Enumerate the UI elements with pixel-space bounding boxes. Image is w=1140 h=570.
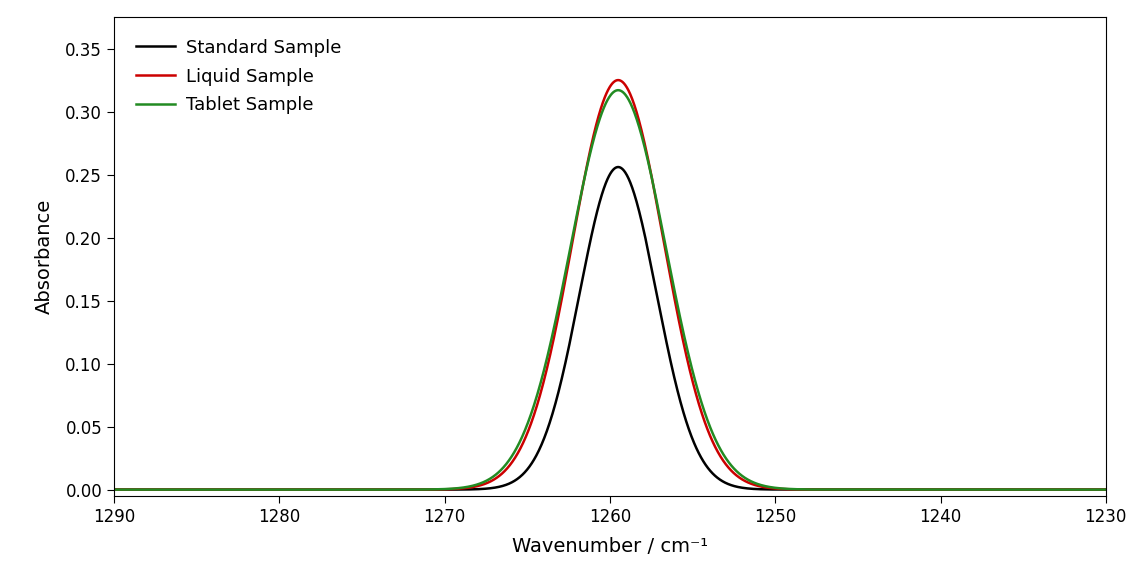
Legend: Standard Sample, Liquid Sample, Tablet Sample: Standard Sample, Liquid Sample, Tablet S… bbox=[129, 31, 349, 121]
Tablet Sample bbox=[676, 325, 690, 332]
Y-axis label: Absorbance: Absorbance bbox=[35, 199, 55, 314]
Liquid Sample bbox=[676, 335, 690, 341]
Line: Tablet Sample: Tablet Sample bbox=[114, 90, 1106, 490]
Liquid Sample bbox=[718, 461, 732, 467]
Tablet Sample bbox=[127, 486, 140, 493]
Standard Sample bbox=[718, 479, 732, 486]
Liquid Sample bbox=[1099, 486, 1113, 493]
Standard Sample bbox=[127, 486, 140, 493]
Standard Sample bbox=[1099, 486, 1113, 493]
Standard Sample bbox=[611, 164, 625, 170]
Standard Sample bbox=[986, 486, 1000, 493]
Liquid Sample bbox=[927, 486, 940, 493]
Standard Sample bbox=[107, 486, 121, 493]
X-axis label: Wavenumber / cm⁻¹: Wavenumber / cm⁻¹ bbox=[512, 537, 708, 556]
Tablet Sample bbox=[1099, 486, 1113, 493]
Line: Liquid Sample: Liquid Sample bbox=[114, 80, 1106, 490]
Liquid Sample bbox=[986, 486, 1000, 493]
Liquid Sample bbox=[127, 486, 140, 493]
Tablet Sample bbox=[927, 486, 940, 493]
Line: Standard Sample: Standard Sample bbox=[114, 167, 1106, 490]
Standard Sample bbox=[927, 486, 940, 493]
Standard Sample bbox=[676, 406, 690, 413]
Tablet Sample bbox=[718, 454, 732, 461]
Tablet Sample bbox=[611, 87, 625, 93]
Liquid Sample bbox=[234, 486, 247, 493]
Liquid Sample bbox=[107, 486, 121, 493]
Liquid Sample bbox=[611, 77, 625, 84]
Tablet Sample bbox=[107, 486, 121, 493]
Tablet Sample bbox=[986, 486, 1000, 493]
Tablet Sample bbox=[234, 486, 247, 493]
Standard Sample bbox=[234, 486, 247, 493]
